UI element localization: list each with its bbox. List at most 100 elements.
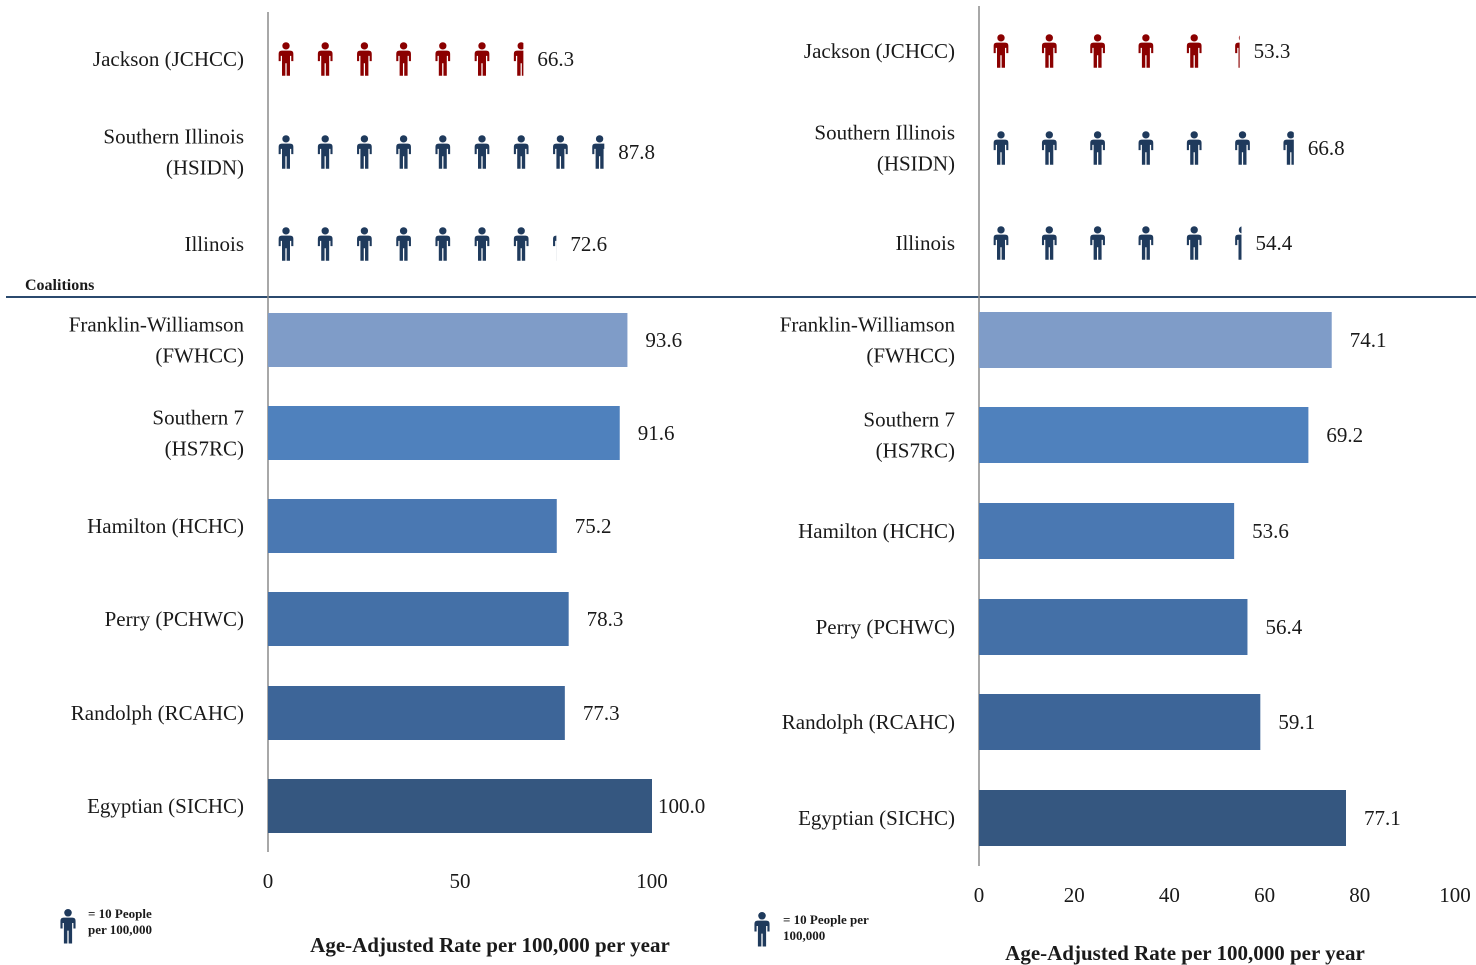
data-label: 77.3 [583,701,620,725]
person-body [1041,42,1057,68]
category-label-line: Jackson (JCHCC) [804,39,955,63]
person-body [1138,234,1154,260]
person-head [1045,34,1053,42]
bar [268,406,620,460]
person-head [1287,131,1294,139]
partial-person-icon [553,235,557,247]
person-body [993,42,1009,68]
person-head [1093,226,1102,234]
person-body [1041,234,1057,260]
person-icon [474,42,490,76]
person-body [474,143,490,169]
category-label-line: Egyptian (SICHC) [798,806,955,830]
category-label: Illinois [184,232,244,256]
person-body [435,50,451,76]
person-head [439,227,447,235]
person-body [1090,42,1105,68]
person-head [478,42,486,50]
category-label: Hamilton (HCHC) [87,514,244,538]
category-label: Egyptian (SICHC) [87,794,244,818]
category-label: Southern Illinois (HSIDN) [103,125,244,180]
person-head [282,42,290,50]
person-icon [357,42,372,76]
person-body [278,235,294,261]
person-icon [1041,34,1057,68]
person-body [278,143,294,169]
person-icon [1283,131,1294,165]
person-head [1190,131,1198,139]
person-head [1093,34,1102,42]
person-icon [278,135,294,169]
person-head [1093,131,1102,139]
bar [268,779,652,833]
category-label-line: Southern Illinois [103,125,244,149]
person-icon [357,227,372,261]
person-head [595,135,604,143]
person-icon [1138,34,1154,68]
data-label: 69.2 [1326,423,1363,447]
category-label-line: Randolph (RCAHC) [71,701,244,725]
category-label-line: (HSIDN) [166,156,244,180]
category-label-line: Egyptian (SICHC) [87,794,244,818]
person-head [439,42,447,50]
person-head [64,909,72,917]
person-body [754,920,770,947]
person-body [1138,42,1154,68]
person-head [1238,226,1242,234]
data-label: 53.6 [1252,519,1289,543]
category-label-line: (HS7RC) [165,437,244,461]
person-icon [1235,226,1242,260]
person-body [1186,42,1202,68]
person-body [357,50,372,76]
person-body [993,234,1009,260]
person-body [396,50,411,76]
person-icon [278,227,294,261]
category-label: Randolph (RCAHC) [782,710,955,734]
category-label-line: Southern Illinois [814,121,955,145]
category-label-line: Hamilton (HCHC) [87,514,244,538]
person-body [396,143,411,169]
person-icon [278,42,294,76]
data-label: 66.8 [1308,136,1345,160]
category-label-line: (HS7RC) [876,439,955,463]
data-label: 56.4 [1265,615,1302,639]
category-label: Southern Illinois (HSIDN) [814,121,955,176]
x-tick-label: 100 [636,869,668,893]
person-head [1238,35,1240,41]
category-label: Egyptian (SICHC) [798,806,955,830]
person-icon [1041,226,1057,260]
category-label-line: Franklin-Williamson [780,313,956,337]
person-icon [553,135,568,169]
person-icon [1138,131,1154,165]
bar [979,407,1309,463]
person-icon [993,34,1009,68]
category-label-line: Franklin-Williamson [69,313,245,337]
person-body [278,50,294,76]
person-icon [435,227,451,261]
person-head [439,135,447,143]
person-body [993,139,1009,165]
person-body [1138,139,1154,165]
person-body [435,143,451,169]
bar [979,599,1248,655]
person-head [517,135,525,143]
data-label: 87.8 [618,140,655,164]
person-body [1186,234,1202,260]
category-label: Randolph (RCAHC) [71,701,244,725]
person-body [1235,139,1250,165]
bar [268,592,569,646]
partial-person-icon [1283,131,1294,165]
person-body [553,235,557,247]
person-body [396,235,411,261]
person-icon [435,135,451,169]
person-body [553,143,568,169]
x-axis-title: Age-Adjusted Rate per 100,000 per year [310,933,670,957]
person-body [474,50,490,76]
x-tick-label: 80 [1349,883,1370,907]
category-label-line: Perry (PCHWC) [105,607,244,631]
bar [268,686,565,740]
x-tick-label: 60 [1254,883,1275,907]
bar [979,790,1346,846]
person-icon [553,235,557,247]
